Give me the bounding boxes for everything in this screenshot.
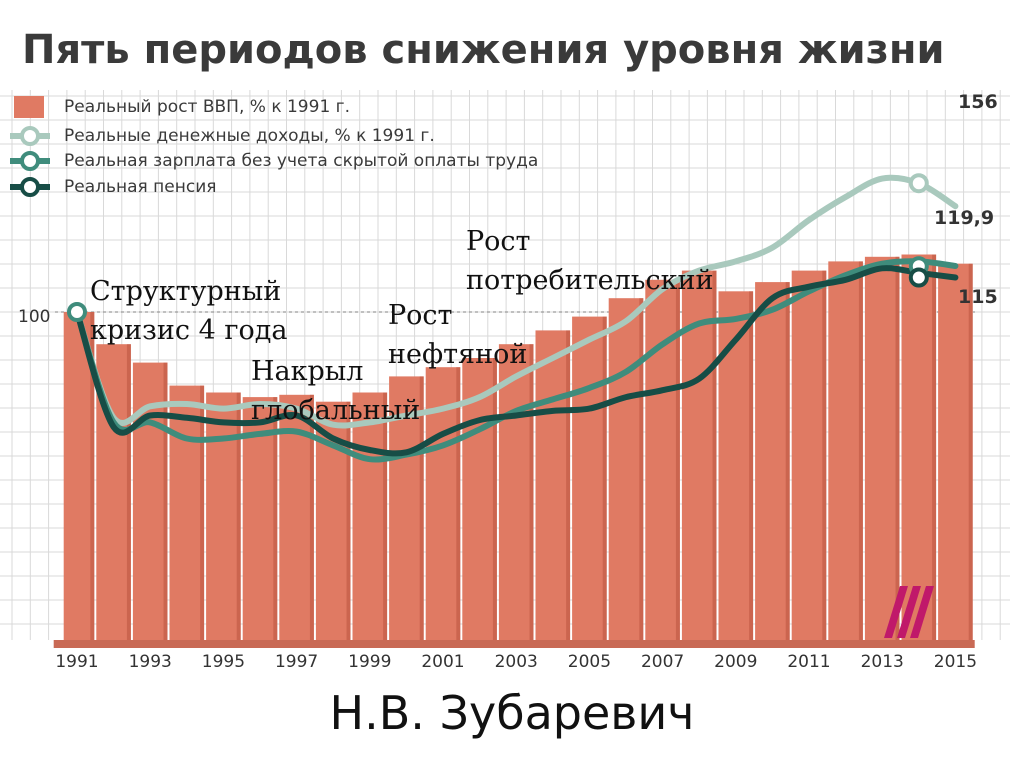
bar-shade: [309, 394, 314, 640]
legend-label: Реальная зарплата без учета скрытой опла…: [64, 151, 538, 171]
bar-shade: [932, 254, 937, 640]
bar-shade: [968, 263, 973, 640]
legend-label: Реальная пенсия: [64, 177, 217, 197]
tv-rain-logo: [884, 586, 934, 638]
bar-shade: [200, 385, 205, 640]
annotation-text: Рост: [388, 300, 452, 331]
annotation-text: нефтяной: [388, 339, 527, 370]
y-tick-label: 100: [18, 307, 50, 327]
chart: Пять периодов снижения уровня жизни Реал…: [0, 27, 1010, 672]
bar-shade: [895, 256, 900, 640]
bar-shade: [383, 392, 388, 640]
annotation-text: Рост: [466, 226, 530, 257]
x-tick-label: 1991: [55, 652, 98, 672]
bar-shade: [90, 312, 95, 640]
end-marker: [908, 267, 929, 288]
x-tick-label: 2011: [787, 652, 830, 672]
bar: [498, 344, 534, 640]
x-tick-label: 2007: [641, 652, 684, 672]
bar: [206, 392, 241, 640]
bar: [901, 254, 937, 640]
chart-title: Пять периодов снижения уровня жизни: [22, 27, 945, 73]
bar-shade: [163, 362, 168, 640]
bar-shade: [602, 316, 607, 640]
bar-shade: [419, 376, 424, 640]
x-tick-label: 2009: [714, 652, 757, 672]
bar: [169, 385, 205, 640]
x-tick-label: 2015: [934, 652, 977, 672]
bar: [938, 263, 973, 640]
bar: [791, 270, 827, 640]
bar-shade: [126, 344, 131, 640]
annotation-text: потребительский: [466, 265, 713, 296]
x-tick-label: 2013: [861, 652, 904, 672]
lines: [67, 173, 959, 463]
end-label: 115: [958, 286, 998, 308]
legend-swatch-marker: [20, 177, 40, 197]
legend-swatch-marker: [20, 151, 40, 171]
bar: [352, 392, 388, 640]
bar-floor: [53, 640, 975, 648]
legend-swatch-bar: [14, 96, 44, 118]
bar-shade: [749, 291, 754, 640]
bar-shade: [858, 261, 863, 640]
end-marker: [908, 173, 929, 194]
bar-shade: [492, 358, 497, 640]
x-tick-label: 2001: [421, 652, 464, 672]
wage-line: [74, 258, 959, 463]
bar: [864, 256, 900, 640]
x-tick-label: 1993: [129, 652, 172, 672]
bar: [681, 270, 717, 640]
bar-shade: [785, 282, 790, 640]
legend: Реальный рост ВВП, % к 1991 г. Реальные д…: [10, 96, 538, 197]
x-tick-label: 1995: [202, 652, 245, 672]
annotation-text: глобальный: [251, 395, 420, 426]
legend-label: Реальный рост ВВП, % к 1991 г.: [64, 97, 350, 117]
bar: [572, 316, 607, 640]
legend-swatch-marker: [20, 126, 40, 146]
annotation-text: Структурный: [90, 276, 281, 307]
start-marker: [67, 302, 87, 322]
bar-shade: [236, 392, 241, 640]
bar: [828, 261, 863, 640]
annotations: Структурный кризис 4 года Накрыл глобальный…: [90, 226, 713, 426]
bar-shade: [822, 270, 827, 640]
annotation-text: Накрыл: [251, 356, 363, 387]
legend-label: Реальные денежные доходы, % к 1991 г.: [64, 126, 435, 146]
bars: [53, 254, 975, 648]
bar-shade: [273, 397, 278, 640]
x-axis: 1991 1993 1995 1997 1999 2001 2003 2005 2007 2009…: [55, 652, 977, 672]
x-tick-label: 1997: [275, 652, 318, 672]
logo-bar: [897, 586, 921, 638]
x-tick-label: 2003: [495, 652, 538, 672]
bar-shade: [675, 279, 680, 640]
bar-shade: [346, 401, 351, 640]
bar: [608, 298, 644, 640]
x-tick-label: 2005: [568, 652, 611, 672]
pension-line: [74, 265, 959, 457]
x-tick-label: 1999: [348, 652, 391, 672]
annotation-text: кризис 4 года: [90, 315, 287, 346]
logo-bar: [884, 586, 908, 638]
bar-shade: [639, 298, 644, 640]
end-label: 156: [958, 91, 998, 113]
income-line: [74, 174, 959, 429]
logo-bar: [910, 586, 934, 638]
bar: [535, 330, 571, 640]
bar-shade: [712, 270, 717, 640]
bar-shade: [456, 367, 461, 640]
end-labels: 156 119,9 115: [934, 91, 998, 308]
bar-shade: [566, 330, 571, 640]
bar-shade: [529, 344, 534, 640]
bar: [462, 358, 497, 640]
author-name: Н.В. Зубаревич: [329, 686, 695, 740]
bar: [755, 282, 790, 640]
end-label: 119,9: [934, 207, 994, 229]
